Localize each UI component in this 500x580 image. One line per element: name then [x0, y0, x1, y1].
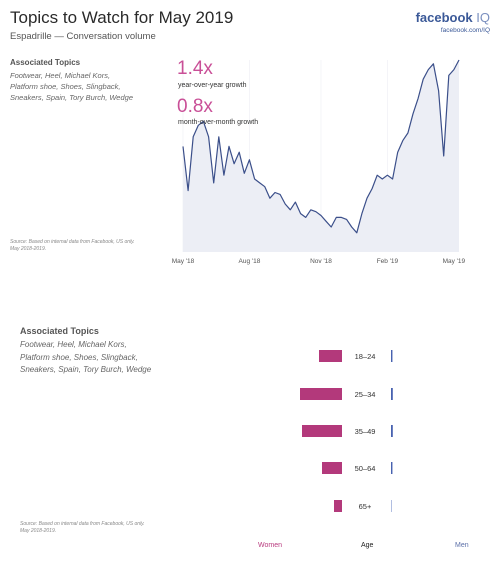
x-tick-label: Nov '18 [310, 258, 332, 265]
x-axis-ticks: May '18 Aug '18 Nov '18 Feb '19 May '19 [172, 258, 466, 265]
age-label: 35–49 [355, 427, 376, 436]
associated-topics-title: Associated Topics [10, 58, 81, 67]
women-bar [300, 388, 342, 400]
age-row: 18–24 [319, 350, 393, 362]
men-bar [391, 500, 392, 512]
legend-women: Women [258, 542, 282, 549]
men-bar [391, 388, 393, 400]
page-subtitle: Espadrille — Conversation volume [10, 31, 156, 42]
topics-line: Sneakers, Spain, Tory Burch, Wedge [10, 93, 133, 102]
x-tick-label: Feb '19 [377, 258, 399, 265]
brand-main: facebook [415, 10, 473, 25]
associated-topics-list: Footwear, Heel, Michael Kors, Platform s… [10, 70, 133, 103]
women-bar [319, 350, 342, 362]
source-note: Source: Based on internal data from Face… [20, 521, 145, 535]
age-label: 18–24 [355, 352, 376, 361]
women-bar [322, 462, 342, 474]
conversation-volume-area [183, 60, 459, 252]
source-line: Source: Based on internal data from Face… [20, 521, 145, 527]
topics-line: Sneakers, Spain, Tory Burch, Wedge [20, 365, 152, 374]
source-note: Source: Based on internal data from Face… [10, 239, 135, 253]
source-line: May 2018-2019. [20, 528, 57, 534]
topics-line: Footwear, Heel, Michael Kors, [10, 71, 111, 80]
yoy-growth-label: year-over-year growth [178, 82, 247, 89]
x-tick-label: May '19 [443, 258, 466, 265]
age-row: 65+ [334, 500, 392, 512]
source-line: Source: Based on internal data from Face… [10, 239, 135, 245]
age-row: 50–64 [322, 462, 393, 474]
age-row: 35–49 [302, 425, 393, 437]
conversation-volume-chart: May '18 Aug '18 Nov '18 Feb '19 May '19 [172, 59, 466, 265]
associated-topics-title: Associated Topics [20, 326, 99, 336]
topics-line: Footwear, Heel, Michael Kors, [20, 340, 127, 349]
x-tick-label: Aug '18 [239, 258, 261, 265]
x-tick-label: May '18 [172, 258, 195, 265]
women-bar [302, 425, 342, 437]
men-bar [391, 350, 393, 362]
age-label: 50–64 [355, 464, 376, 473]
brand-iq: IQ [476, 10, 490, 25]
mom-growth-value: 0.8x [177, 96, 213, 117]
legend-age: Age [361, 542, 374, 549]
source-line: May 2018-2019. [10, 246, 47, 252]
associated-topics-list: Footwear, Heel, Michael Kors, Platform s… [20, 339, 151, 377]
age-label: 25–34 [355, 390, 376, 399]
brand-url[interactable]: facebook.com/IQ [440, 27, 490, 34]
men-bar [391, 462, 393, 474]
age-row: 25–34 [300, 388, 393, 400]
age-label: 65+ [359, 502, 372, 511]
men-bar [391, 425, 393, 437]
age-rows: 18–24 25–34 35–49 50–64 65+ [300, 350, 393, 512]
women-bar [334, 500, 342, 512]
facebook-iq-logo[interactable]: facebook IQ [416, 10, 490, 25]
yoy-growth-value: 1.4x [177, 58, 213, 79]
age-gender-chart: 18–24 25–34 35–49 50–64 65+ [300, 350, 393, 512]
topics-line: Platform shoe, Shoes, Slingback, [20, 352, 138, 362]
mom-growth-label: month-over-month growth [178, 119, 259, 126]
conversation-volume-line [182, 59, 460, 234]
page-title: Topics to Watch for May 2019 [10, 8, 234, 27]
legend-men: Men [455, 542, 469, 549]
topics-line: Platform shoe, Shoes, Slingback, [10, 82, 121, 91]
